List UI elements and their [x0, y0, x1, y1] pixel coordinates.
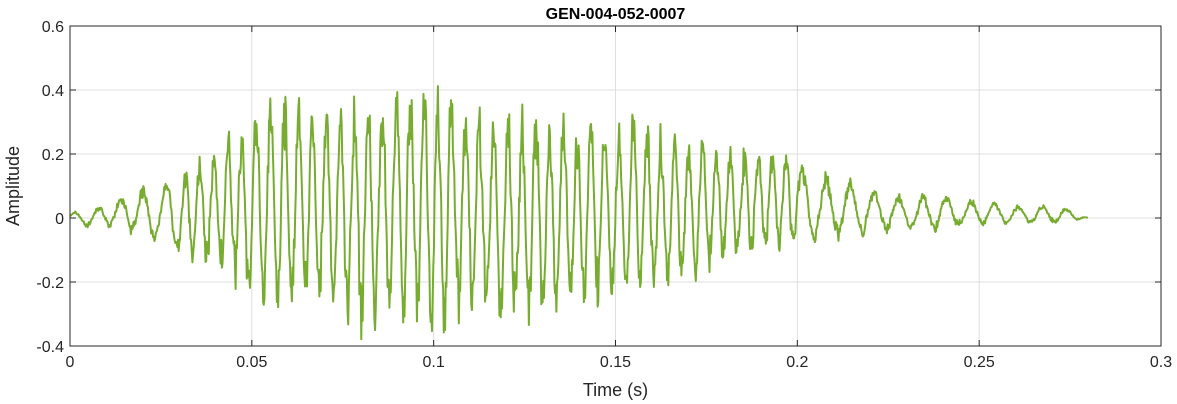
y-tick-label: -0.2 — [36, 275, 64, 292]
y-axis-label: Amplitude — [3, 146, 23, 226]
y-tick-label: 0.6 — [42, 19, 64, 36]
amplitude-series-line — [69, 85, 1089, 341]
y-tick-label: 0 — [55, 211, 64, 228]
ticks: 0 0.05 0.1 0.15 0.2 0.25 0.3 -0.4 -0.2 0 0.2 0.4 0.6 — [36, 19, 1172, 371]
y-tick-label: 0.4 — [42, 83, 64, 100]
x-tick-label: 0.2 — [786, 354, 808, 371]
y-tick-label: 0.2 — [42, 147, 64, 164]
x-tick-label: 0 — [66, 354, 75, 371]
x-tick-label: 0.3 — [1150, 354, 1172, 371]
plot-area — [69, 85, 1089, 341]
x-tick-label: 0.05 — [236, 354, 267, 371]
x-tick-label: 0.15 — [600, 354, 631, 371]
x-tick-label: 0.25 — [964, 354, 995, 371]
y-tick-label: -0.4 — [36, 339, 64, 356]
grid — [69, 25, 1162, 347]
x-axis-label: Time (s) — [583, 380, 648, 400]
chart-title: GEN-004-052-0007 — [546, 6, 686, 23]
x-tick-label: 0.1 — [423, 354, 445, 371]
